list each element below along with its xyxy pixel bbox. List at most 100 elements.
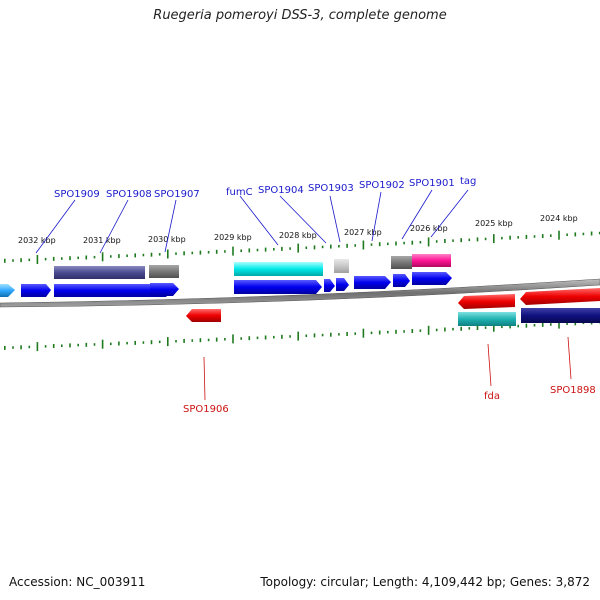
inner-scale-tick: [224, 338, 226, 341]
gene-label-spo1902[interactable]: SPO1902: [359, 180, 405, 191]
outer-scale-tick: [566, 233, 568, 236]
inner-scale-tick: [4, 345, 6, 350]
leader-fumC: [239, 195, 279, 246]
gene-arrow-1904[interactable]: [324, 279, 335, 292]
outer-scale-tick: [330, 244, 332, 249]
outer-scale-tick: [305, 246, 308, 249]
inner-scale-tick: [517, 324, 519, 328]
inner-scale-tick: [574, 321, 577, 326]
outer-scale-tick: [232, 246, 234, 256]
inner-scale-tick: [289, 335, 291, 338]
outer-scale-tick: [207, 251, 210, 254]
inner-scale-tick: [273, 335, 275, 339]
forward-gene-labels: SPO1909 SPO1908 SPO1907 fumC SPO1904 SPO…: [54, 176, 476, 200]
gene-label-fumc[interactable]: fumC: [226, 187, 253, 198]
inner-scale-tick: [452, 327, 454, 331]
outer-scale-tick: [541, 234, 544, 239]
scale-label-2032: 2032 kbp: [18, 236, 56, 245]
outer-scale-tick: [370, 243, 373, 246]
accession-text: Accession: NC_003911: [9, 575, 146, 589]
outer-scale-tick: [313, 245, 316, 250]
outer-scale-tick: [158, 253, 161, 256]
gene-label-spo1906[interactable]: SPO1906: [183, 404, 229, 415]
leader-tag: [430, 189, 469, 238]
outer-scale-tick: [240, 249, 242, 252]
gene-label-spo1903[interactable]: SPO1903: [308, 183, 354, 194]
outer-scale-tick: [61, 257, 63, 260]
outer-scale-tick: [256, 248, 259, 252]
gene-arrow-1903[interactable]: [336, 278, 349, 291]
gene-label-spo1907[interactable]: SPO1907: [154, 189, 200, 200]
gene-arrow-1906[interactable]: [186, 309, 221, 322]
gene-label-spo1898[interactable]: SPO1898: [550, 385, 596, 396]
outer-scale-tick: [598, 231, 600, 235]
map-title: Ruegeria pomeroyi DSS-3, complete genome: [153, 8, 447, 23]
outer-scale-tick: [558, 230, 560, 240]
gene-arrow-1898-upper[interactable]: [520, 288, 600, 305]
feature-magenta-tag[interactable]: [412, 254, 451, 267]
outer-scale-tick: [395, 241, 397, 246]
gene-arrow-fumC[interactable]: [234, 280, 322, 294]
leader-1901: [401, 189, 433, 240]
gene-arrow-1909[interactable]: [21, 284, 51, 297]
outer-scale-tick: [338, 245, 340, 248]
inner-scale-tick: [435, 328, 438, 332]
gene-arrow-1908[interactable]: [54, 284, 172, 297]
gene-label-spo1909[interactable]: SPO1909: [54, 189, 100, 200]
inner-scale-tick: [256, 336, 259, 340]
outer-scale-tick: [297, 243, 299, 253]
outer-scale-tick: [387, 242, 389, 246]
outer-scale-tick: [346, 243, 348, 248]
outer-scale-tick: [362, 240, 365, 250]
leader-1908: [99, 199, 129, 254]
outer-scale-tick: [378, 242, 381, 247]
inner-scale-tick: [191, 339, 194, 342]
scale-label-2030: 2030 kbp: [148, 235, 186, 244]
inner-scale-tick: [468, 327, 471, 330]
gene-arrow-edge-left[interactable]: [0, 284, 15, 297]
inner-scale-tick: [20, 345, 22, 350]
outer-scale-tick: [460, 238, 462, 243]
gene-label-tag[interactable]: tag: [460, 176, 476, 187]
outer-scale-tick: [20, 258, 22, 263]
outer-scale-tick: [264, 247, 267, 252]
gene-label-fda[interactable]: fda: [484, 391, 500, 402]
outer-scale-tick: [44, 257, 47, 261]
inner-scale-tick: [297, 331, 299, 341]
outer-scale-tick: [134, 253, 136, 258]
leader-1909: [35, 199, 76, 254]
gene-arrow-1902[interactable]: [354, 276, 391, 289]
outer-scale-tick: [550, 234, 552, 237]
inner-scale-tick: [158, 340, 161, 344]
inner-scale-tick: [232, 334, 234, 344]
feature-cyan-fumC[interactable]: [234, 262, 323, 276]
feature-lightgray-1903[interactable]: [334, 259, 349, 273]
feature-track-upper: [54, 254, 451, 279]
inner-scale-tick: [142, 341, 145, 344]
gene-label-spo1908[interactable]: SPO1908: [106, 189, 152, 200]
outer-scale-tick: [501, 236, 503, 240]
feature-teal-fda[interactable]: [458, 312, 516, 326]
inner-scale-tick: [354, 332, 356, 335]
feature-gray-1907[interactable]: [149, 265, 179, 278]
inner-scale-tick: [525, 323, 528, 328]
reverse-gene-labels: SPO1906 fda SPO1898: [183, 385, 596, 415]
inner-scale-tick: [126, 341, 128, 345]
gene-arrow-1907[interactable]: [150, 283, 179, 296]
inner-scale-tick: [281, 334, 283, 339]
gene-arrow-fda-upper[interactable]: [458, 294, 515, 309]
inner-scale-tick: [183, 338, 185, 343]
feature-navy-1898[interactable]: [521, 308, 600, 323]
gene-arrow-1901[interactable]: [393, 274, 410, 287]
inner-scale-tick: [240, 337, 242, 340]
gene-label-spo1901[interactable]: SPO1901: [409, 178, 455, 189]
gene-label-spo1904[interactable]: SPO1904: [258, 185, 304, 196]
leader-1902: [371, 191, 382, 242]
feature-gray-1901[interactable]: [391, 256, 412, 269]
outer-scale-tick: [28, 258, 31, 262]
gene-arrow-tag[interactable]: [412, 272, 452, 285]
feature-slate-1909[interactable]: [54, 266, 145, 279]
outer-scale-tick: [215, 249, 218, 254]
outer-scale-tick: [452, 239, 454, 242]
